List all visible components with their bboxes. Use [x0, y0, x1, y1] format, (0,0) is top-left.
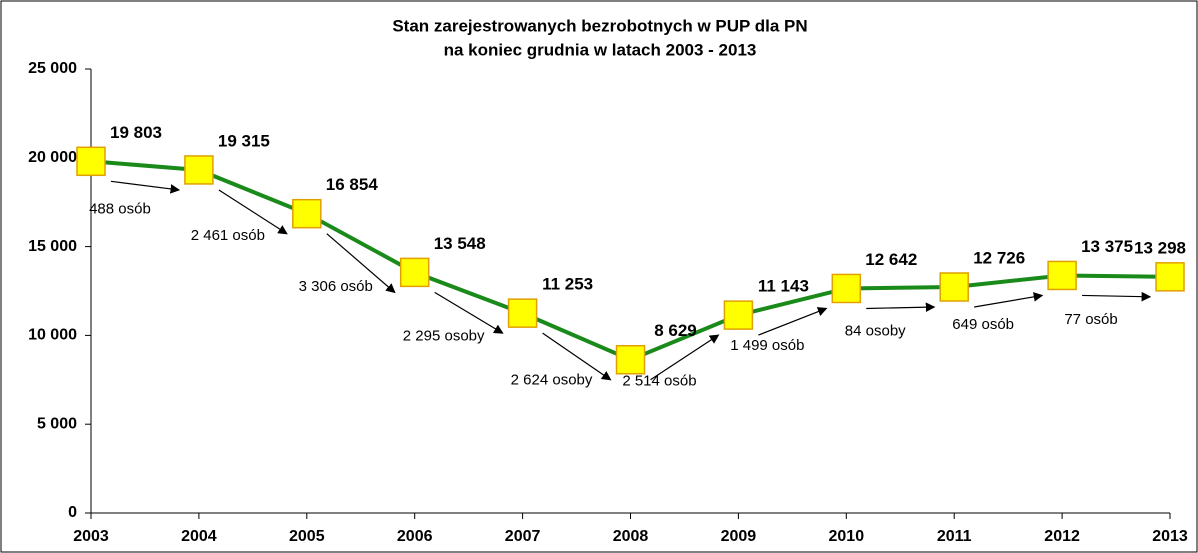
x-tick-label: 2006 [397, 528, 433, 545]
change-arrow [866, 302, 936, 312]
data-point [399, 257, 430, 288]
x-tick-label: 2012 [1044, 528, 1080, 545]
y-tick-label: 20 000 [28, 149, 77, 166]
change-annotation: 3 306 osób [299, 278, 373, 295]
change-annotation: 77 osób [1064, 311, 1117, 328]
change-annotation: 84 osoby [845, 323, 906, 340]
y-tick-label: 15 000 [28, 238, 77, 255]
chart-title: na koniec grudnia w latach 2003 - 2013 [444, 40, 757, 59]
x-tick-label: 2003 [73, 528, 109, 545]
change-arrow [542, 332, 612, 381]
data-label: 19 803 [110, 123, 162, 142]
data-point [76, 146, 106, 177]
data-point [615, 344, 646, 375]
data-point [1155, 262, 1185, 292]
data-label: 19 315 [218, 131, 270, 150]
data-label: 16 854 [326, 175, 379, 194]
data-label: 11 143 [758, 277, 809, 296]
change-arrow [218, 189, 288, 235]
y-tick-label: 10 000 [28, 327, 77, 344]
x-tick-label: 2010 [829, 528, 865, 545]
change-annotation: 488 osób [89, 201, 151, 218]
data-label: 13 375 [1081, 237, 1133, 256]
change-annotation: 2 461 osób [191, 227, 265, 244]
data-label: 13 298 [1134, 238, 1186, 257]
change-arrow [1082, 291, 1152, 302]
y-tick-label: 0 [68, 504, 77, 521]
change-arrow [434, 291, 504, 334]
data-label: 8 629 [654, 321, 697, 340]
data-point [184, 155, 214, 185]
change-annotation: 649 osób [952, 316, 1014, 333]
change-arrow [974, 292, 1044, 308]
x-tick-label: 2008 [613, 528, 649, 545]
change-annotation: 2 514 osób [622, 372, 696, 389]
data-point [939, 272, 969, 302]
change-annotation: 2 295 osoby [403, 328, 485, 345]
y-tick-label: 25 000 [28, 60, 77, 77]
x-tick-label: 2007 [505, 528, 541, 545]
change-arrow [326, 233, 396, 294]
change-arrow [110, 180, 181, 194]
data-label: 13 548 [434, 234, 486, 253]
data-label: 11 253 [542, 275, 593, 294]
data-point [723, 300, 754, 330]
x-tick-label: 2009 [721, 528, 757, 545]
data-label: 12 726 [973, 248, 1025, 267]
change-annotation: 2 624 osoby [511, 371, 593, 388]
change-arrow [758, 307, 828, 336]
data-point [507, 298, 538, 328]
x-tick-label: 2011 [937, 528, 972, 545]
x-tick-label: 2004 [181, 528, 217, 545]
y-tick-label: 5 000 [37, 415, 77, 432]
change-annotation: 1 499 osób [730, 337, 804, 354]
data-label: 12 642 [865, 250, 917, 269]
data-point [831, 273, 862, 304]
chart-title: Stan zarejestrowanych bezrobotnych w PUP… [392, 16, 807, 35]
x-tick-label: 2005 [289, 528, 325, 545]
data-point [292, 198, 322, 229]
x-tick-label: 2013 [1152, 528, 1188, 545]
data-point [1047, 260, 1077, 291]
change-arrow [650, 334, 720, 381]
